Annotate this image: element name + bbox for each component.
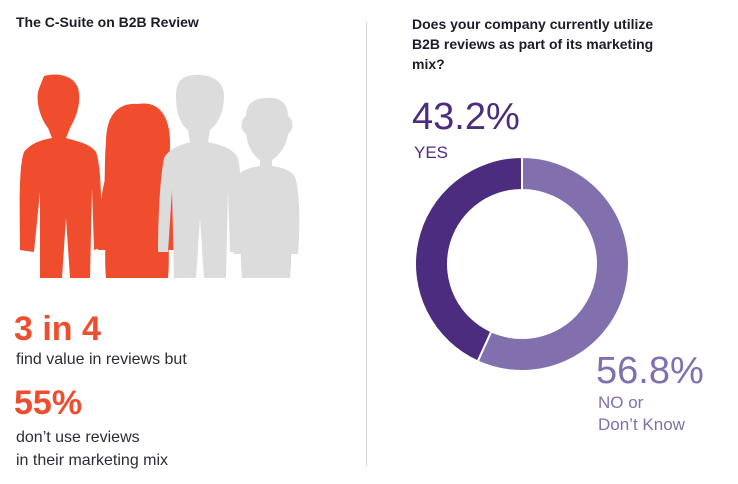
people-illustration [19, 74, 300, 278]
survey-question: Does your company currently utilize B2B … [412, 16, 654, 72]
no-label-line1: NO or [598, 393, 644, 412]
no-percent-label: 56.8% [596, 350, 704, 392]
donut-slice-yes [414, 155, 523, 363]
stat-three-in-four: 3 in 4 [14, 310, 101, 348]
donut-slice-no [476, 155, 630, 372]
stat-fifty-five-text-line2: in their marketing mix [16, 452, 169, 469]
divider [366, 22, 367, 466]
yes-label: YES [414, 143, 449, 162]
stat-fifty-five-text-line1: don’t use reviews [16, 429, 140, 446]
yes-percent-label: 43.2% [412, 96, 520, 138]
person-icon [232, 97, 300, 278]
stat-three-in-four-text: find value in reviews but [16, 351, 187, 368]
person-icon [19, 74, 102, 278]
person-icon [158, 74, 243, 278]
left-title: The C-Suite on B2B Review [16, 14, 199, 30]
stat-fifty-five-percent: 55% [14, 384, 83, 422]
no-label-line2: Don’t Know [598, 415, 685, 434]
